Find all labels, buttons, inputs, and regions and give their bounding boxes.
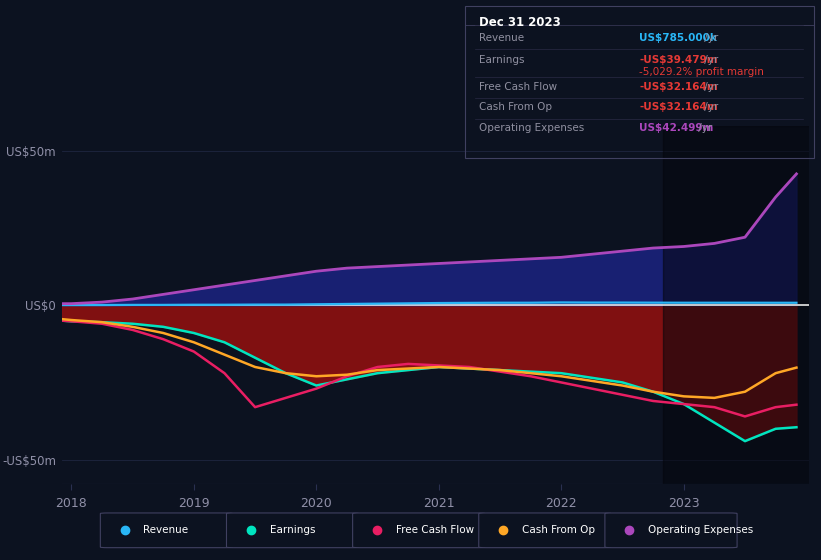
Text: Earnings: Earnings: [479, 55, 524, 65]
Text: /yr: /yr: [700, 82, 718, 92]
FancyBboxPatch shape: [227, 513, 359, 548]
Text: -US$39.479m: -US$39.479m: [639, 55, 718, 65]
Text: /yr: /yr: [700, 55, 718, 65]
Text: Cash From Op: Cash From Op: [479, 102, 552, 113]
Text: -US$32.164m: -US$32.164m: [639, 82, 718, 92]
Text: Revenue: Revenue: [479, 33, 524, 43]
Text: Earnings: Earnings: [269, 525, 315, 535]
FancyBboxPatch shape: [605, 513, 737, 548]
FancyBboxPatch shape: [353, 513, 484, 548]
Text: Operating Expenses: Operating Expenses: [648, 525, 753, 535]
Text: /yr: /yr: [695, 123, 713, 133]
Text: /yr: /yr: [700, 33, 718, 43]
Text: -5,029.2% profit margin: -5,029.2% profit margin: [639, 67, 764, 77]
FancyBboxPatch shape: [479, 513, 611, 548]
Text: -US$32.164m: -US$32.164m: [639, 102, 718, 113]
Text: Cash From Op: Cash From Op: [522, 525, 594, 535]
Text: Revenue: Revenue: [144, 525, 189, 535]
Text: Free Cash Flow: Free Cash Flow: [396, 525, 474, 535]
FancyBboxPatch shape: [100, 513, 232, 548]
Text: US$42.499m: US$42.499m: [639, 123, 713, 133]
Text: Dec 31 2023: Dec 31 2023: [479, 16, 561, 29]
Text: US$785.000k: US$785.000k: [639, 33, 717, 43]
Text: Operating Expenses: Operating Expenses: [479, 123, 584, 133]
Bar: [663, 126, 814, 484]
Text: Free Cash Flow: Free Cash Flow: [479, 82, 557, 92]
Text: /yr: /yr: [700, 102, 718, 113]
